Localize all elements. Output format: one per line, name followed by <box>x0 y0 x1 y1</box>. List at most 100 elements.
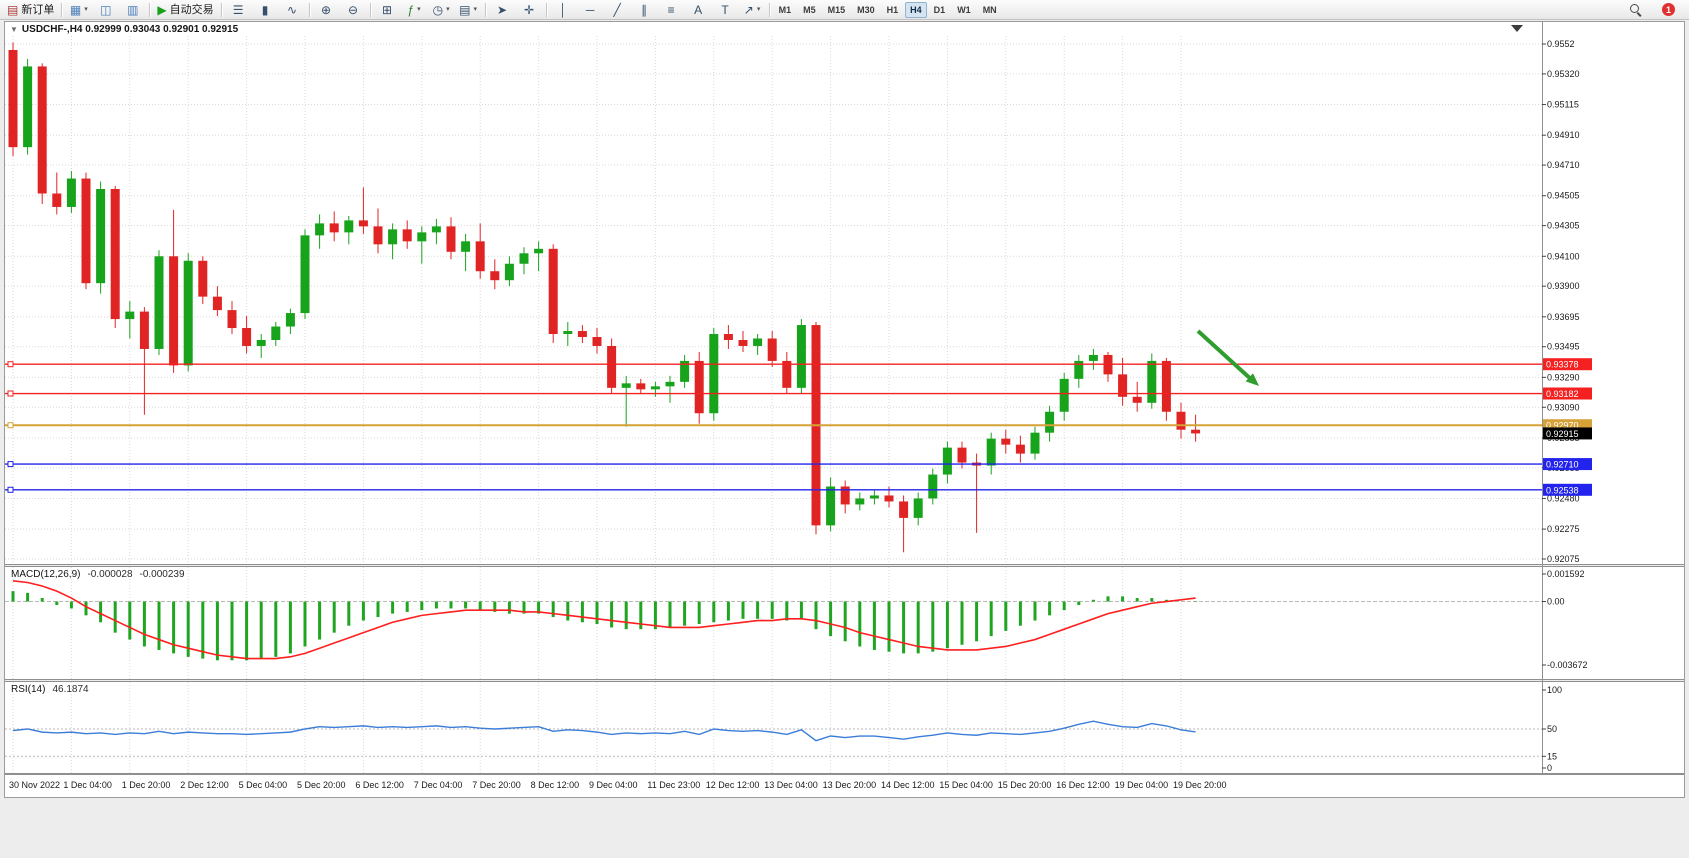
crosshair-tool-icon: ✛ <box>524 2 535 17</box>
hline-0.93378[interactable] <box>5 361 1542 368</box>
macd-indicator-label: MACD(12,26,9) -0.000028 -0.000239 <box>11 569 185 580</box>
line-chart-mode-button[interactable]: ∿ <box>279 0 306 20</box>
svg-text:13 Dec 20:00: 13 Dec 20:00 <box>823 780 877 790</box>
chart-shift-marker-icon[interactable] <box>1511 25 1523 32</box>
template-selector-button[interactable]: ▤ ▾ <box>455 0 482 20</box>
svg-text:0.93900: 0.93900 <box>1547 281 1580 291</box>
svg-text:9 Dec 04:00: 9 Dec 04:00 <box>589 780 638 790</box>
chart-profiles-button[interactable]: ▦ ▾ <box>65 0 92 20</box>
svg-text:0.94505: 0.94505 <box>1547 191 1580 201</box>
macd-panel <box>5 579 1542 661</box>
panel-splitter[interactable] <box>5 679 1684 682</box>
timeframe-m1-button[interactable]: M1 <box>778 4 792 15</box>
indicators-list-button[interactable]: ƒ ▾ <box>401 0 428 20</box>
timeframe-m5-button[interactable]: M5 <box>803 4 816 15</box>
navigator-button[interactable]: ▥ <box>119 0 146 20</box>
channel-tool-button[interactable]: ∥ <box>631 0 658 20</box>
text-tool-button[interactable]: A <box>685 0 712 20</box>
label-tool-button[interactable]: T <box>712 0 739 20</box>
period-selector-icon: ◷ <box>432 2 444 17</box>
svg-text:6 Dec 12:00: 6 Dec 12:00 <box>355 780 404 790</box>
svg-text:0.9552: 0.9552 <box>1547 39 1575 49</box>
search-button[interactable] <box>1622 0 1649 20</box>
svg-text:12 Dec 12:00: 12 Dec 12:00 <box>706 780 760 790</box>
bar-chart-mode-button[interactable]: ☰ <box>225 0 252 20</box>
timeframe-h1-button[interactable]: H1 <box>886 4 899 15</box>
market-watch-button[interactable]: ◫ <box>92 0 119 20</box>
chart-profiles-dropdown-icon[interactable]: ▾ <box>84 5 88 13</box>
timeframe-mn-button[interactable]: MN <box>982 4 997 15</box>
indicators-list-dropdown-icon[interactable]: ▾ <box>417 5 421 13</box>
cursor-tool-icon: ➤ <box>497 2 508 17</box>
candlestick-mode-icon: ▮ <box>261 2 269 17</box>
timeframe-m30-button[interactable]: M30 <box>857 4 875 15</box>
toolbar-separator <box>484 2 486 17</box>
zoom-out-button[interactable]: ⊖ <box>340 0 367 20</box>
svg-text:19 Dec 04:00: 19 Dec 04:00 <box>1115 780 1169 790</box>
horizontal-gridlines <box>5 43 1542 560</box>
template-selector-dropdown-icon[interactable]: ▾ <box>473 5 477 13</box>
timeframe-m15-button[interactable]: M15 <box>827 4 846 15</box>
new-order-button[interactable]: ▤ 新订单 <box>3 0 58 20</box>
candlestick-mode-button[interactable]: ▮ <box>252 0 279 20</box>
panel-splitter[interactable] <box>5 564 1684 567</box>
macd-name: MACD(12,26,9) <box>11 569 81 580</box>
rsi-line <box>12 720 1196 742</box>
svg-text:1 Dec 04:00: 1 Dec 04:00 <box>63 780 112 790</box>
timeframe-w1-button[interactable]: W1 <box>957 4 971 15</box>
line-chart-mode-icon: ∿ <box>287 2 298 17</box>
zoom-in-icon: ⊕ <box>321 2 332 17</box>
svg-text:0.93090: 0.93090 <box>1547 402 1580 412</box>
price-label-0.92915: 0.92915 <box>1543 427 1592 440</box>
chart-title-text: USDCHF-,H4 0.92999 0.93043 0.92901 0.929… <box>21 24 239 35</box>
svg-text:5 Dec 20:00: 5 Dec 20:00 <box>297 780 346 790</box>
arrows-tool-dropdown-icon[interactable]: ▾ <box>756 5 761 13</box>
svg-text:0.94305: 0.94305 <box>1547 221 1580 231</box>
auto-trading-button[interactable]: ▶ 自动交易 <box>153 0 217 20</box>
template-selector-icon: ▤ <box>459 2 471 17</box>
svg-text:0.93695: 0.93695 <box>1547 312 1580 322</box>
tile-windows-button[interactable]: ⊞ <box>374 0 401 20</box>
svg-text:0.92075: 0.92075 <box>1547 554 1580 564</box>
svg-text:0.92915: 0.92915 <box>1546 429 1579 439</box>
svg-text:5 Dec 04:00: 5 Dec 04:00 <box>239 780 288 790</box>
toolbar-separator <box>61 2 63 17</box>
hline-0.93182[interactable] <box>5 390 1542 397</box>
notifications-button[interactable]: 1 <box>1655 0 1682 20</box>
timeframe-d1-button[interactable]: D1 <box>933 4 946 15</box>
chart-canvas[interactable]: 0.9552 0.95320 0.95115 0.94910 0.94710 0.9450… <box>5 22 1684 797</box>
svg-text:15 Dec 20:00: 15 Dec 20:00 <box>998 780 1052 790</box>
price-axis: 0.9552 0.95320 0.95115 0.94910 0.94710 0.9450… <box>1542 39 1588 773</box>
period-selector-dropdown-icon[interactable]: ▾ <box>446 5 450 13</box>
hline-0.92970[interactable] <box>5 422 1542 429</box>
arrows-tool-button[interactable]: ↗ ▾ <box>739 0 766 20</box>
trend-arrow-annotation[interactable] <box>1196 329 1259 386</box>
zoom-in-button[interactable]: ⊕ <box>313 0 340 20</box>
one-click-panel-toggle-icon[interactable]: ▼ <box>10 25 18 34</box>
svg-text:14 Dec 12:00: 14 Dec 12:00 <box>881 780 935 790</box>
horizontal-line-tool-button[interactable]: ─ <box>577 0 604 20</box>
svg-text:0.001592: 0.001592 <box>1547 569 1585 579</box>
tile-windows-icon: ⊞ <box>382 2 393 17</box>
trendline-tool-button[interactable]: ╱ <box>604 0 631 20</box>
cursor-tool-button[interactable]: ➤ <box>489 0 516 20</box>
svg-text:13 Dec 04:00: 13 Dec 04:00 <box>764 780 818 790</box>
main-toolbar: ▤ 新订单 ▦ ▾ ◫ ▥ ▶ 自动交易 ☰ ▮ ∿ ⊕ ⊖ ⊞ ƒ ▾ ◷ ▾ ▤ ▾ ➤ ✛ │ ─ ╱ ∥ ≡ A T ↗ ▾ M1 M5… <box>0 0 1689 20</box>
hline-0.92538[interactable] <box>5 486 1542 493</box>
fibonacci-tool-button[interactable]: ≡ <box>658 0 685 20</box>
new-order-label: 新订单 <box>21 3 55 16</box>
rsi-value: 46.1874 <box>52 684 89 695</box>
period-selector-button[interactable]: ◷ ▾ <box>428 0 455 20</box>
svg-text:19 Dec 20:00: 19 Dec 20:00 <box>1173 780 1227 790</box>
svg-text:0.95320: 0.95320 <box>1547 69 1580 79</box>
price-label-0.93378: 0.93378 <box>1543 358 1592 371</box>
svg-text:30 Nov 2022: 30 Nov 2022 <box>9 780 60 790</box>
vertical-line-tool-button[interactable]: │ <box>550 0 577 20</box>
arrows-tool-icon: ↗ <box>743 2 754 17</box>
timeframe-h4-button[interactable]: H4 <box>905 1 927 18</box>
hline-0.92710[interactable] <box>5 461 1542 468</box>
auto-trading-icon: ▶ <box>157 2 167 17</box>
crosshair-tool-button[interactable]: ✛ <box>516 0 543 20</box>
svg-text:100: 100 <box>1547 685 1562 695</box>
